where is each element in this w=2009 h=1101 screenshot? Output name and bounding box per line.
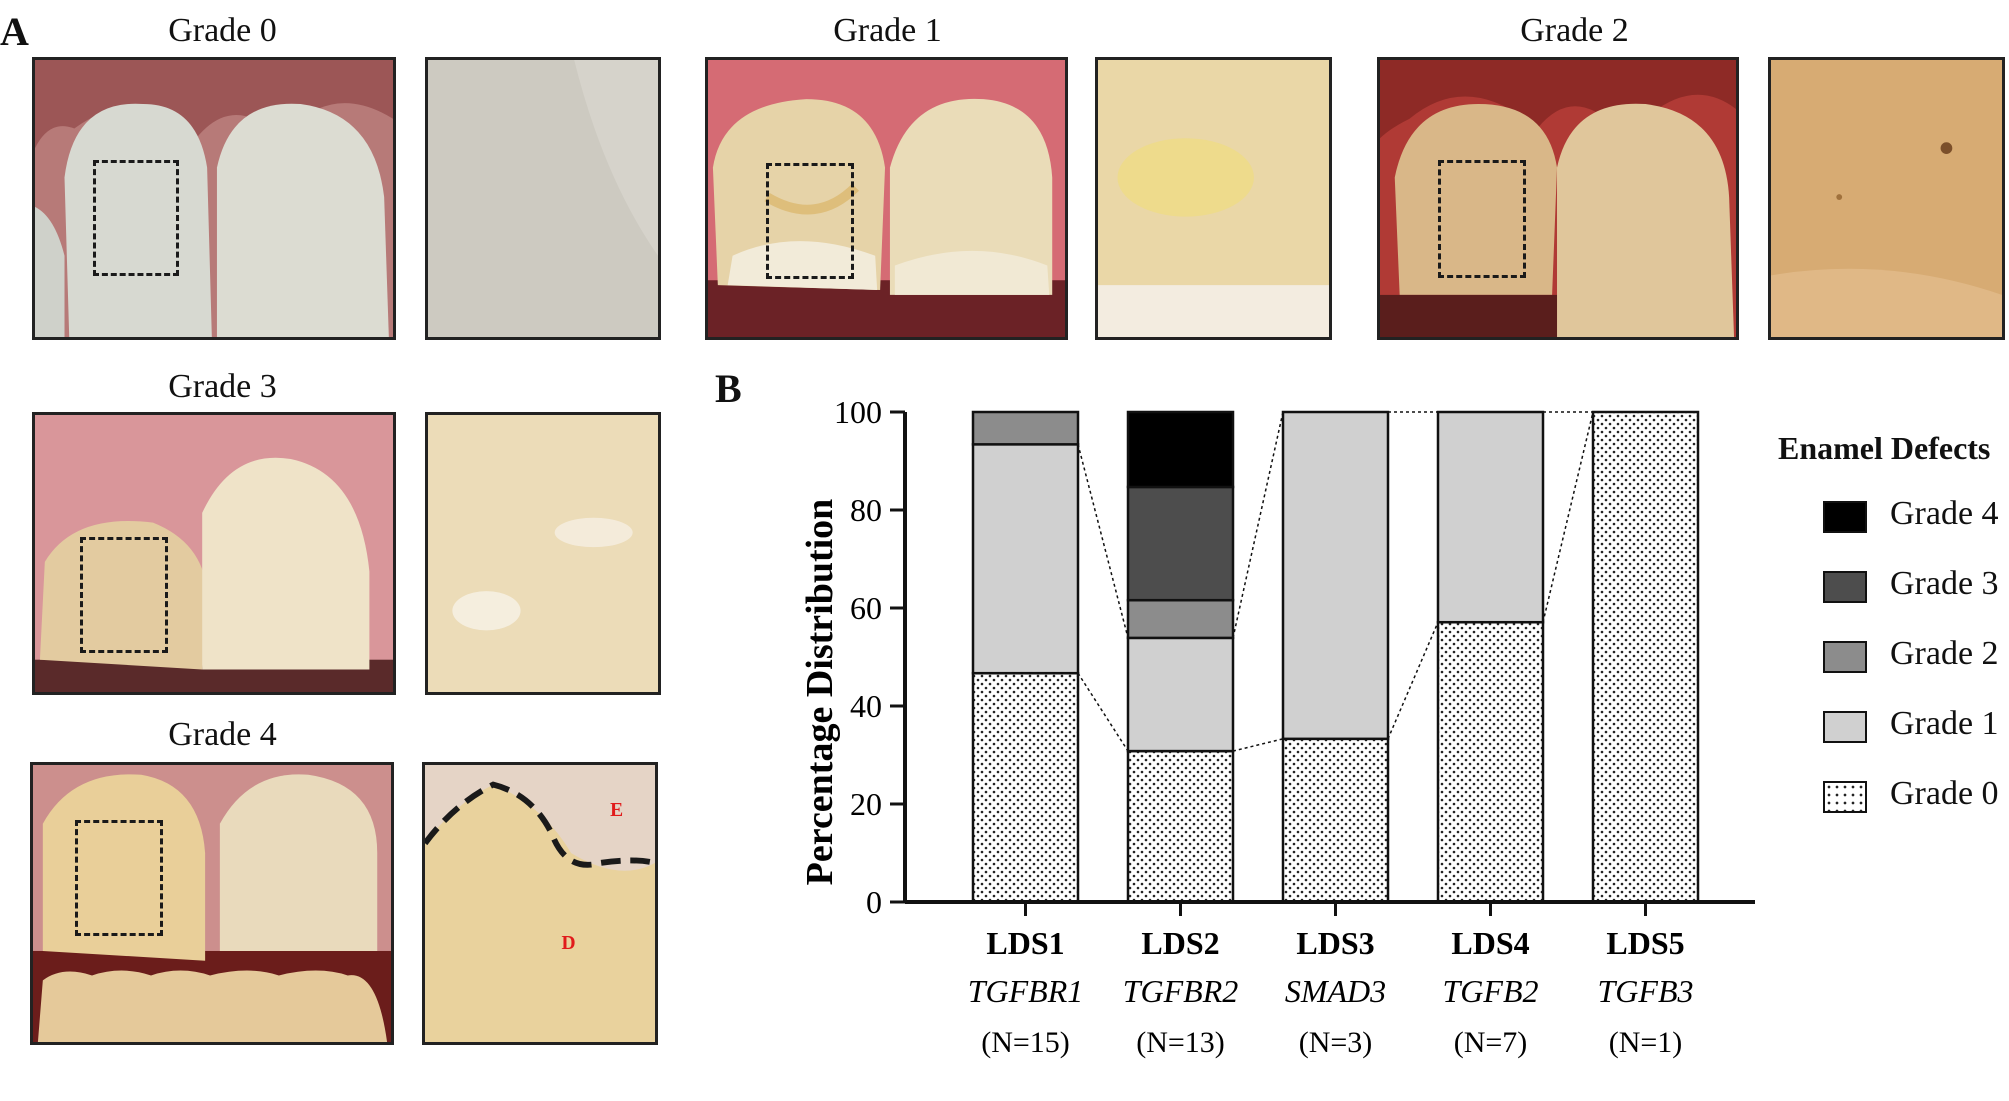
bar-segment-lds4-grade-0 [1436, 620, 1545, 904]
legend-swatch-grade-4 [1823, 501, 1867, 533]
y-tick-label-0: 0 [866, 884, 882, 920]
y-axis-label: Percentage Distribution [799, 499, 841, 886]
legend-title: Enamel Defects [1778, 430, 1991, 466]
bar-segment-lds2-grade-1 [1126, 636, 1235, 753]
connector-grade0-1 [1232, 738, 1284, 752]
enamel-mark-label: E [610, 800, 623, 821]
grade-2-title: Grade 2 [1520, 12, 1629, 49]
y-tick-label-100: 100 [834, 394, 882, 430]
grade-1-roi-box [766, 163, 854, 279]
grade-0-roi-box [93, 160, 179, 276]
stacked-bar-chart: 0 20 40 60 80 100 LDS1 TGFBR1 (N=15) LDS2 TGFBR2 (N… [700, 370, 2009, 1090]
panel-b-label: B [715, 366, 742, 411]
chart-svg: 0 20 40 60 80 100 LDS1 TGFBR1 (N=15) LDS2 TGFBR2 (N… [799, 394, 1755, 1059]
connector-grade0-2 [1387, 621, 1439, 740]
bar-segment-lds3-grade-0 [1281, 737, 1390, 904]
grade-3-title: Grade 3 [168, 368, 277, 405]
x-count-lds4: (N=7) [1454, 1026, 1528, 1059]
legend-swatch-grade-0 [1823, 781, 1867, 813]
grade-4-roi-box [75, 820, 163, 936]
grade-3-tooth-photo [32, 412, 396, 695]
bar-segment-lds5-grade-0 [1591, 410, 1700, 904]
legend-label-grade-2: Grade 2 [1890, 635, 1999, 672]
connector-top-0 [1077, 444, 1129, 639]
connector-grade0-3 [1542, 411, 1594, 623]
y-tick-label-60: 60 [850, 590, 882, 626]
grade-3-zoom-photo [425, 412, 661, 695]
x-count-lds5: (N=1) [1609, 1026, 1683, 1059]
grade-0-title: Grade 0 [168, 12, 277, 49]
x-label-lds2: LDS2 [1141, 925, 1219, 961]
connector-top-1 [1232, 411, 1284, 639]
enamel-dentin-boundary [425, 781, 655, 868]
dentin-mark-label: D [561, 933, 575, 954]
x-count-lds2: (N=13) [1136, 1026, 1225, 1059]
x-gene-lds3: SMAD3 [1285, 973, 1386, 1009]
grade-3-roi-box [80, 537, 168, 653]
bar-segment-lds1-grade-1 [971, 443, 1080, 675]
grade-0-tooth-photo [32, 57, 396, 340]
legend-swatch-grade-2 [1823, 641, 1867, 673]
legend-label-grade-4: Grade 4 [1890, 495, 1999, 532]
grade-2-tooth-photo [1377, 57, 1739, 340]
grade-1-title: Grade 1 [833, 12, 942, 49]
grade-4-zoom-photo: E D [422, 762, 658, 1045]
legend-label-grade-3: Grade 3 [1890, 565, 1999, 602]
legend: Enamel Defects Grade 4 Grade 3 Grade 2 G… [1770, 430, 2005, 843]
x-label-lds3: LDS3 [1296, 925, 1374, 961]
x-label-lds1: LDS1 [986, 925, 1064, 961]
legend-label-grade-0: Grade 0 [1890, 775, 1999, 812]
grade-4-tooth-photo [30, 762, 394, 1045]
legend-item-grade-3: Grade 3 [1770, 563, 2005, 633]
legend-label-grade-1: Grade 1 [1890, 705, 1999, 742]
bar-segment-lds1-grade-2 [971, 410, 1080, 446]
bar-segment-lds3-grade-1 [1281, 410, 1390, 741]
y-tick-label-40: 40 [850, 688, 882, 724]
x-count-lds1: (N=15) [981, 1026, 1070, 1059]
panel-a-label: A [0, 9, 29, 54]
bar-segment-lds2-grade-0 [1126, 749, 1235, 904]
legend-swatch-grade-1 [1823, 711, 1867, 743]
y-tick-label-20: 20 [850, 786, 882, 822]
grade-2-zoom-photo [1768, 57, 2005, 340]
grade-0-zoom-photo [425, 57, 661, 340]
x-label-lds4: LDS4 [1451, 925, 1529, 961]
grade-1-tooth-photo [705, 57, 1068, 340]
legend-item-grade-2: Grade 2 [1770, 633, 2005, 703]
legend-item-grade-4: Grade 4 [1770, 493, 2005, 563]
legend-swatch-grade-3 [1823, 571, 1867, 603]
grade-4-title: Grade 4 [168, 716, 277, 753]
y-tick-label-80: 80 [850, 492, 882, 528]
connector-grade0-0 [1077, 672, 1129, 752]
grade-2-roi-box [1438, 160, 1526, 278]
x-gene-lds4: TGFB2 [1443, 973, 1539, 1009]
bar-segment-lds1-grade-0 [971, 671, 1080, 904]
legend-item-grade-0: Grade 0 [1770, 773, 2005, 843]
bar-segment-lds2-grade-4 [1126, 410, 1235, 489]
x-gene-lds2: TGFBR2 [1123, 973, 1239, 1009]
legend-item-grade-1: Grade 1 [1770, 703, 2005, 773]
x-gene-lds1: TGFBR1 [968, 973, 1084, 1009]
bar-segment-lds2-grade-2 [1126, 598, 1235, 640]
x-gene-lds5: TGFB3 [1598, 973, 1694, 1009]
grade-1-zoom-photo [1095, 57, 1332, 340]
x-count-lds3: (N=3) [1299, 1026, 1373, 1059]
x-label-lds5: LDS5 [1606, 925, 1684, 961]
bar-segment-lds4-grade-1 [1436, 410, 1545, 624]
bar-segment-lds2-grade-3 [1126, 485, 1235, 602]
